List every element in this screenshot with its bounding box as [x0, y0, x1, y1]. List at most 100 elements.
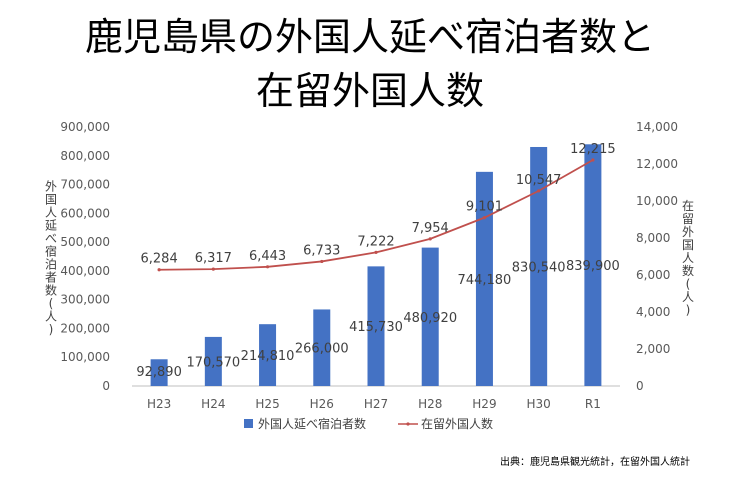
left-tick-label: 900,000 [60, 120, 110, 134]
right-tick-label: 0 [636, 379, 644, 393]
legend-line-label: 在留外国人数 [421, 416, 493, 431]
left-axis-ticks: 0 100,000 200,000 300,000 400,000 500,000 600,… [60, 120, 110, 393]
x-tick-label: H24 [201, 397, 225, 411]
left-tick-label: 500,000 [60, 235, 110, 249]
x-tick-label: H30 [527, 397, 551, 411]
left-axis-title-char: 宿 [45, 244, 57, 259]
line-data-label: 7,954 [412, 221, 449, 236]
line-data-labels: 6,284 6,317 6,443 6,733 7,222 7,954 9,101 10,54… [141, 142, 616, 267]
left-tick-label: 100,000 [60, 350, 110, 364]
right-tick-label: 10,000 [636, 194, 678, 208]
line-point-H29 [482, 216, 487, 220]
left-axis-title-char: 者 [45, 271, 57, 285]
line-point-H24 [211, 267, 215, 271]
left-tick-label: 0 [102, 379, 110, 393]
line-data-label: 7,222 [357, 234, 394, 249]
x-tick-label: H23 [147, 397, 171, 411]
bar-series [150, 144, 602, 386]
bar-data-label: 480,920 [403, 311, 457, 326]
right-axis-title-char: 人 [682, 251, 694, 265]
bar-data-label: 830,540 [512, 260, 566, 275]
right-axis-ticks: 0 2,000 4,000 6,000 8,000 10,000 12,000 14,000 [636, 120, 678, 393]
left-axis-title: 外国人延べ宿泊者数(人) [45, 180, 57, 337]
left-axis-title-char: 外 [45, 180, 57, 194]
line-data-label: 9,101 [466, 200, 503, 215]
left-axis-title-char: 人 [45, 310, 57, 324]
left-axis-title-char: 延 [45, 219, 57, 233]
left-axis-title-char: 数 [45, 283, 57, 298]
bar-H26 [313, 309, 331, 386]
right-axis-title-char: 人 [682, 290, 694, 304]
bar-H30 [530, 146, 548, 386]
left-tick-label: 800,000 [60, 149, 110, 163]
x-axis-ticks: H23 H24 H25 H26 H27 H28 H29 H30 R1 [147, 397, 601, 411]
x-tick-label: H27 [364, 397, 388, 411]
line-data-label: 6,733 [303, 243, 340, 258]
bar-data-label: 744,180 [458, 273, 512, 288]
right-axis-title-char: 留 [682, 212, 694, 226]
line-data-label: 6,317 [195, 251, 232, 266]
line-data-label: 10,547 [516, 173, 562, 188]
right-axis-title-char: 外 [682, 225, 694, 239]
x-tick-label: H25 [255, 397, 279, 411]
line-point-H25 [265, 265, 270, 269]
left-axis-title-char: べ [45, 232, 57, 246]
bar-H23 [150, 359, 168, 386]
bar-data-label: 415,730 [349, 320, 403, 335]
left-axis-title-char: ( [49, 297, 54, 311]
left-axis-title-char: 国 [45, 193, 57, 207]
x-tick-label: H28 [418, 397, 442, 411]
line-data-label: 6,443 [249, 249, 286, 264]
right-tick-label: 4,000 [636, 305, 670, 319]
right-axis-title-char: 国 [682, 238, 694, 252]
line-data-label: 6,284 [141, 252, 178, 267]
bar-H27 [367, 266, 385, 386]
bar-R1 [584, 144, 602, 386]
left-tick-label: 600,000 [60, 206, 110, 220]
source-note: 出典：鹿児島県観光統計，在留外国人統計 [500, 455, 690, 468]
bar-data-label: 266,000 [295, 342, 349, 357]
right-axis-title-char: 在 [682, 199, 694, 213]
right-tick-label: 14,000 [636, 120, 678, 134]
legend: 外国人延べ宿泊者数 在留外国人数 [244, 416, 493, 431]
chart-title-line-1: 鹿児島県の外国人延べ宿泊者数と [85, 15, 655, 59]
right-tick-label: 6,000 [636, 268, 670, 282]
left-tick-label: 300,000 [60, 293, 110, 307]
right-tick-label: 12,000 [636, 157, 678, 171]
line-point-H26 [320, 259, 324, 264]
legend-bar-label: 外国人延べ宿泊者数 [258, 416, 366, 431]
left-axis-title-char: 泊 [45, 258, 57, 272]
legend-line-marker [406, 422, 410, 426]
bar-H28 [421, 247, 439, 386]
left-axis-title-char: 人 [45, 206, 57, 220]
left-tick-label: 200,000 [60, 321, 110, 335]
bar-data-label: 839,900 [566, 259, 620, 274]
bar-H29 [475, 171, 493, 386]
bar-data-label: 170,570 [186, 355, 240, 370]
bar-data-label: 214,810 [241, 349, 295, 364]
line-point-H23 [157, 268, 161, 272]
right-tick-label: 2,000 [636, 342, 670, 356]
right-axis-title-char: 数 [682, 263, 694, 278]
x-tick-label: H29 [472, 397, 496, 411]
x-tick-label: H26 [310, 397, 334, 411]
x-tick-label: R1 [585, 397, 601, 411]
right-axis-title: 在留外国人数(人) [682, 199, 694, 317]
left-tick-label: 700,000 [60, 178, 110, 192]
legend-bar-swatch [244, 419, 253, 428]
line-data-label: 12,215 [570, 142, 616, 157]
right-axis-title-char: ) [686, 303, 691, 317]
left-axis-title-char: ) [49, 323, 54, 337]
bar-H25 [259, 324, 277, 386]
right-tick-label: 8,000 [636, 231, 670, 245]
line-point-H28 [428, 237, 432, 241]
bar-data-label: 92,890 [136, 365, 182, 380]
line-series [157, 158, 595, 272]
left-tick-label: 400,000 [60, 264, 110, 278]
chart-title-line-2: 在留外国人数 [256, 69, 484, 113]
right-axis-title-char: ( [686, 277, 691, 291]
line-point-H30 [537, 189, 541, 193]
bar-data-labels: 92,890 170,570 214,810 266,000415,730480,92… [136, 259, 619, 380]
